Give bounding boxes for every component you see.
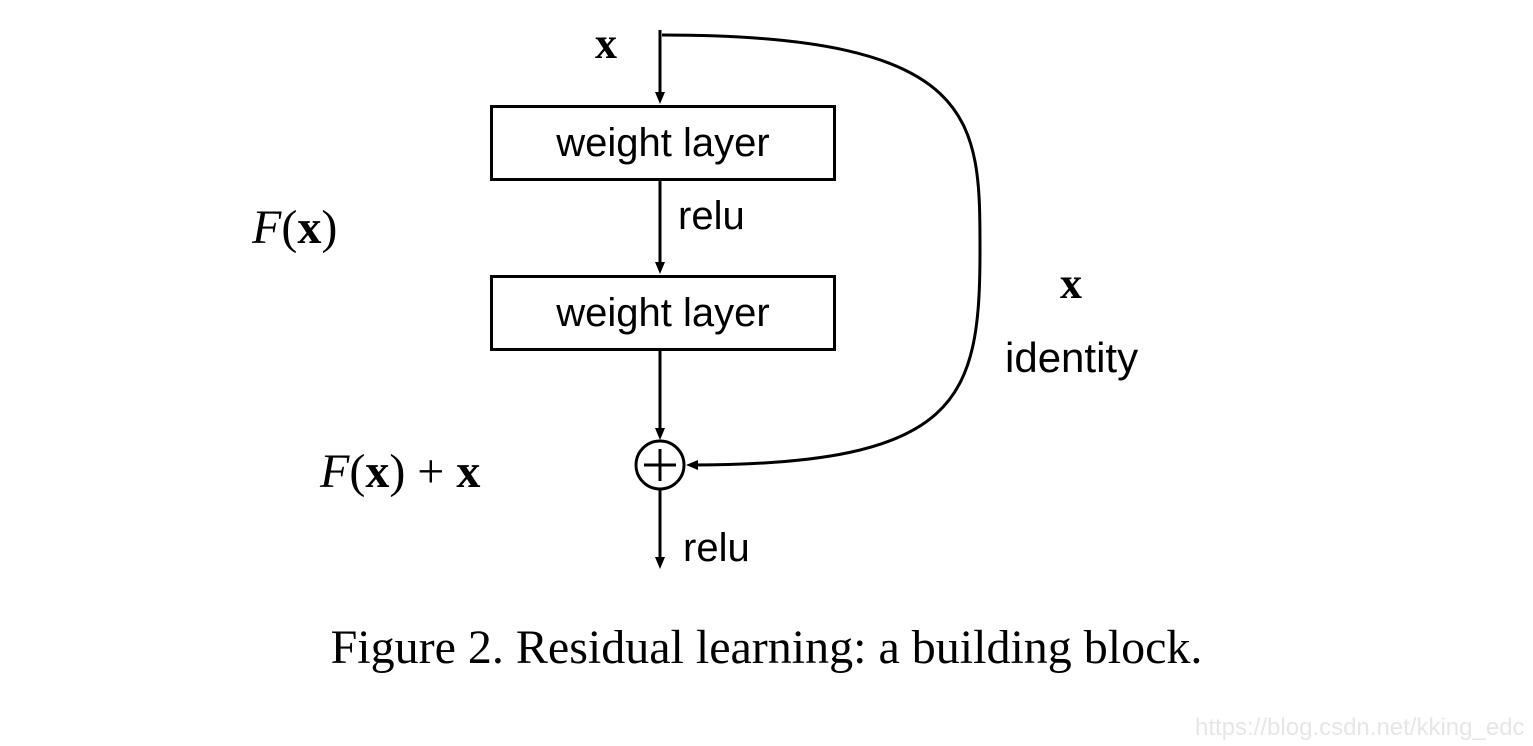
- figure-caption: Figure 2. Residual learning: a building …: [0, 620, 1533, 675]
- weight-layer-2-text: weight layer: [556, 293, 769, 333]
- weight-layer-1-text: weight layer: [556, 123, 769, 163]
- plus-node-icon: [636, 441, 684, 489]
- weight-layer-box-2: weight layer: [490, 275, 836, 351]
- skip-x-label: x: [1060, 258, 1082, 309]
- edge-skip-connection: [662, 35, 980, 465]
- watermark-text: https://blog.csdn.net/kking_edc: [1195, 714, 1525, 742]
- fx-plus-x-label: F(x) + x: [320, 444, 480, 499]
- input-x-label: x: [595, 18, 617, 69]
- relu-1-label: relu: [678, 194, 745, 239]
- residual-block-diagram: x weight layer relu weight layer F(x) F(…: [0, 0, 1533, 746]
- weight-layer-box-1: weight layer: [490, 105, 836, 181]
- identity-label: identity: [1005, 334, 1138, 382]
- fx-label: F(x): [252, 200, 337, 255]
- relu-2-label: relu: [683, 526, 750, 571]
